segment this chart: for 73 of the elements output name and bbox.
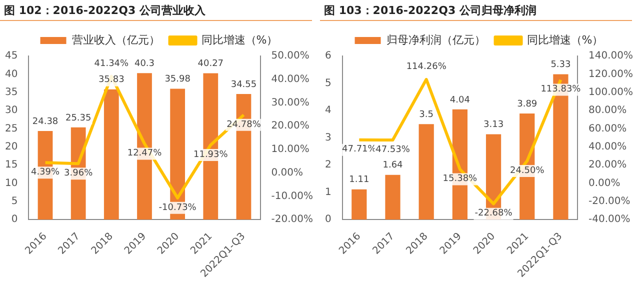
data-label: 1.11 (349, 175, 370, 186)
data-label: 12.47% (127, 148, 162, 159)
y-tick-label: 15 (4, 160, 18, 171)
y2-tick-label: 0.00% (271, 167, 304, 178)
y2-tick-label: 140.00% (588, 50, 634, 62)
y2-tick-label: 30.00% (271, 97, 310, 108)
data-label: 5.33 (550, 60, 571, 70)
y2-tick-label: 80.00% (588, 105, 627, 116)
chart-title: 图 103：2016-2022Q3 公司归母净利润 (320, 0, 632, 21)
data-label: 3.96% (64, 168, 94, 178)
data-label: 11.93% (193, 150, 228, 160)
y-tick-label: 25 (4, 123, 18, 134)
data-label: 3.5 (419, 110, 434, 120)
y2-tick-label: 0.00% (588, 178, 620, 189)
y-tick-label: 20 (4, 141, 18, 152)
legend-label: 同比增速（%） (526, 33, 604, 46)
y2-tick-label: 100.00% (588, 86, 634, 98)
data-label: 47.53% (376, 144, 410, 155)
data-label: 3.89 (517, 99, 538, 110)
y-tick-label: 3 (324, 132, 332, 144)
data-label: 113.83% (540, 84, 582, 95)
bar (418, 124, 434, 220)
data-label: 15.38% (442, 174, 478, 184)
bar (104, 89, 119, 220)
y-tick-label: 35 (4, 86, 18, 98)
data-label: 25.35 (65, 113, 92, 124)
y-tick-label: 6 (324, 50, 332, 62)
y2-tick-label: 40.00% (588, 141, 627, 152)
data-label: 114.26% (406, 62, 447, 72)
y-tick-label: 10 (4, 178, 18, 189)
data-label: 4.39% (30, 167, 60, 178)
legend-label: 营业收入（亿元） (72, 33, 160, 46)
data-label: 24.50% (510, 166, 545, 176)
data-label: 1.64 (382, 160, 404, 171)
data-label: 4.04 (450, 95, 470, 106)
data-label: 24.78% (226, 120, 262, 130)
y2-tick-label: -10.00% (271, 190, 314, 202)
chart-title: 图 102：2016-2022Q3 公司营业收入 (0, 0, 312, 21)
data-label: 34.55 (230, 80, 257, 90)
y2-tick-label: 60.00% (588, 123, 627, 134)
y-tick-label: 4 (324, 105, 332, 116)
data-label: -10.73% (158, 202, 197, 213)
data-label: 35.83 (98, 75, 124, 86)
y-tick-label: 45 (4, 50, 18, 62)
bar (352, 189, 367, 220)
y2-tick-label: 10.00% (271, 144, 310, 156)
y2-tick-label: -20.00% (588, 196, 630, 207)
y2-tick-label: 120.00% (588, 68, 634, 80)
y-tick-label: 5 (324, 78, 332, 89)
y2-tick-label: 20.00% (588, 160, 627, 171)
y-tick-label: 1 (324, 186, 332, 198)
y2-tick-label: 40.00% (271, 74, 310, 85)
data-label: 24.38 (32, 116, 58, 127)
data-label: -22.68% (474, 208, 513, 219)
y2-tick-label: -20.00% (271, 214, 314, 226)
data-label: 47.71% (342, 144, 377, 155)
bar (385, 174, 400, 220)
y-tick-label: 0 (11, 214, 18, 226)
data-label: 40.27 (198, 59, 224, 70)
data-label: 3.13 (484, 120, 504, 130)
data-label: 40.3 (134, 58, 155, 69)
data-label: 35.98 (164, 74, 191, 85)
y2-tick-label: 50.00% (271, 50, 310, 62)
y-tick-label: 0 (324, 214, 332, 226)
legend-label: 归母净利润（亿元） (386, 33, 486, 46)
data-label: 41.34% (94, 59, 130, 70)
y2-tick-label: -40.00% (588, 214, 630, 226)
y-tick-label: 40 (4, 68, 18, 80)
legend-label: 同比增速（%） (201, 33, 278, 46)
y-tick-label: 2 (324, 160, 332, 171)
y-tick-label: 30 (4, 105, 18, 116)
y2-tick-label: 20.00% (271, 120, 310, 132)
y-tick-label: 5 (11, 196, 18, 207)
